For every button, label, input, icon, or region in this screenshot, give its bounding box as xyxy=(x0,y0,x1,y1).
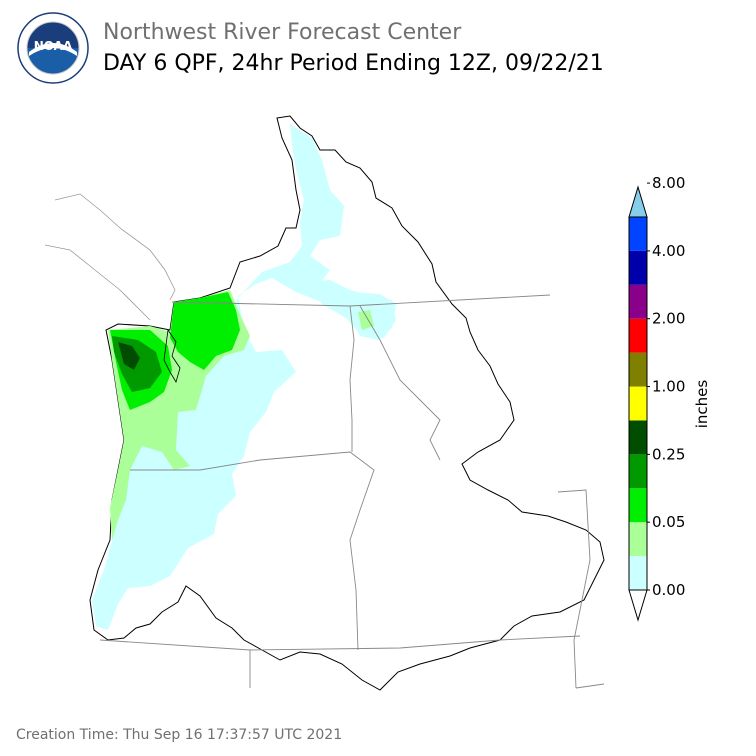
colorbar-extend-max xyxy=(628,185,648,218)
colorbar-cells xyxy=(628,185,648,622)
colorbar-unit-label: inches xyxy=(693,380,711,429)
colorbar-tick-label: 0.05 xyxy=(652,513,685,531)
colorbar-cell xyxy=(629,386,647,421)
qpf-area-light-green-small xyxy=(358,310,374,330)
colorbar-tick-label: 8.00 xyxy=(652,174,685,192)
colorbar-tick-label: 4.00 xyxy=(652,242,685,260)
colorbar-cell xyxy=(629,352,647,387)
colorbar-cell xyxy=(629,318,647,353)
colorbar-cell xyxy=(629,488,647,523)
qpf-area-bright-green xyxy=(170,292,240,370)
qpf-area-light-cyan xyxy=(92,124,396,630)
creation-time: Creation Time: Thu Sep 16 17:37:57 UTC 2… xyxy=(16,727,343,743)
colorbar-tick-label: 0.25 xyxy=(652,445,685,463)
qpf-area-light-cyan-2 xyxy=(310,280,396,338)
colorbar-tick-label: 2.00 xyxy=(652,310,685,328)
colorbar-cell xyxy=(629,284,647,319)
qpf-map xyxy=(44,115,605,691)
colorbar-cell xyxy=(629,217,647,251)
colorbar-tick-label: 0.00 xyxy=(652,581,685,599)
colorbar-extend-min xyxy=(628,589,648,622)
qpf-area-darkest-green xyxy=(118,342,140,370)
colorbar-cell xyxy=(629,522,647,557)
noaa-logo-text: NOAA xyxy=(34,39,73,53)
colorbar-tick-label: 1.00 xyxy=(652,378,685,396)
colorbar-cell xyxy=(629,250,647,285)
colorbar-cell xyxy=(629,454,647,489)
map-title: DAY 6 QPF, 24hr Period Ending 12Z, 09/22… xyxy=(103,51,604,76)
colorbar-tick-labels: 0.00 0.05 0.25 1.00 2.00 4.00 8.00 xyxy=(647,174,685,599)
puget-sound-coastline xyxy=(163,328,181,383)
basin-outline xyxy=(89,115,605,691)
colorbar-outline xyxy=(628,216,648,591)
canada-coastline xyxy=(44,193,176,321)
organization-name: Northwest River Forecast Center xyxy=(103,20,462,45)
noaa-logo: NOAA xyxy=(17,12,89,84)
colorbar-cell xyxy=(629,420,647,455)
colorbar-cell xyxy=(629,556,647,590)
state-borders xyxy=(99,294,605,689)
